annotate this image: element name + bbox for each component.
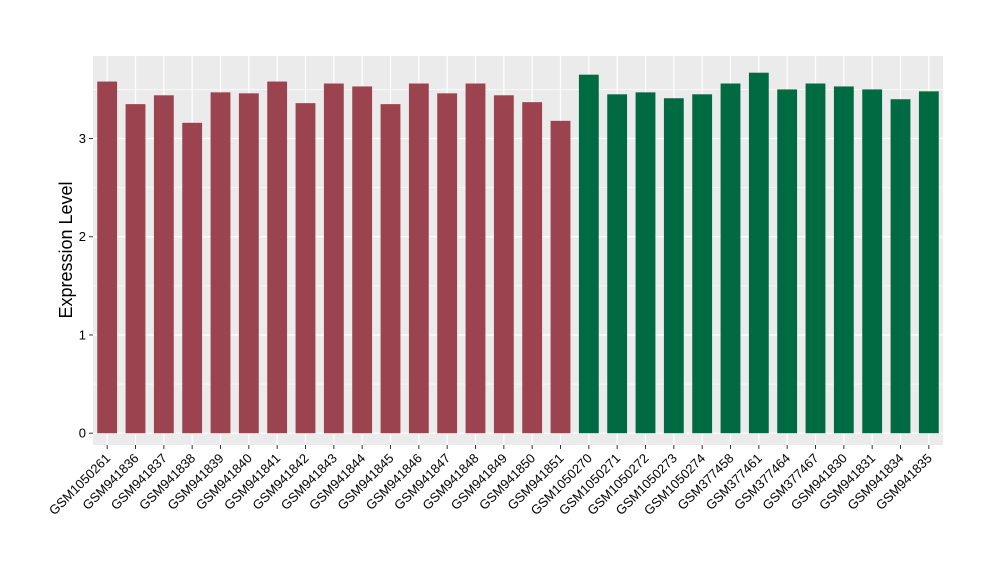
y-axis: 0 1 2 3 bbox=[79, 131, 93, 441]
y-tick-label: 3 bbox=[79, 131, 86, 146]
y-tick-label: 2 bbox=[79, 229, 86, 244]
bar-GSM941839 bbox=[210, 92, 231, 434]
bar-GSM941830 bbox=[833, 86, 854, 434]
y-tick-label: 1 bbox=[79, 327, 86, 342]
bar-GSM1050261 bbox=[97, 81, 118, 434]
bar-GSM941835 bbox=[918, 91, 939, 434]
bar-GSM941843 bbox=[323, 83, 344, 434]
bar-GSM1050271 bbox=[607, 94, 628, 434]
x-axis: GSM1050261GSM941836GSM941837GSM941838GSM… bbox=[46, 445, 935, 518]
bar-GSM941840 bbox=[238, 93, 259, 434]
bar-GSM941848 bbox=[465, 83, 486, 434]
bar-GSM377461 bbox=[748, 72, 769, 434]
bar-GSM941837 bbox=[153, 95, 174, 434]
bar-GSM941831 bbox=[862, 89, 883, 434]
bar-GSM941847 bbox=[437, 93, 458, 434]
bar-GSM377467 bbox=[805, 83, 826, 434]
bar-GSM1050272 bbox=[635, 92, 656, 434]
bar-GSM1050274 bbox=[692, 94, 713, 434]
bar-GSM941838 bbox=[182, 122, 203, 434]
bar-GSM941842 bbox=[295, 103, 316, 434]
bars bbox=[97, 72, 939, 434]
bar-GSM941851 bbox=[550, 120, 571, 434]
bar-GSM377464 bbox=[777, 89, 798, 434]
bar-GSM941834 bbox=[890, 99, 911, 434]
bar-GSM941844 bbox=[352, 86, 373, 434]
plot-panel bbox=[93, 56, 943, 445]
bar-GSM1050273 bbox=[663, 98, 684, 434]
y-axis-title: Expression Level bbox=[56, 181, 76, 318]
grid-minor bbox=[93, 89, 943, 385]
bar-GSM941841 bbox=[267, 81, 288, 434]
bar-GSM941850 bbox=[522, 102, 543, 434]
bar-GSM941846 bbox=[408, 83, 429, 434]
y-tick-label: 0 bbox=[79, 426, 86, 441]
bar-GSM941845 bbox=[380, 104, 401, 434]
bar-GSM941836 bbox=[125, 104, 146, 434]
bar-GSM941849 bbox=[493, 95, 514, 434]
bar-GSM1050270 bbox=[578, 74, 599, 434]
bar-GSM377458 bbox=[720, 83, 741, 434]
